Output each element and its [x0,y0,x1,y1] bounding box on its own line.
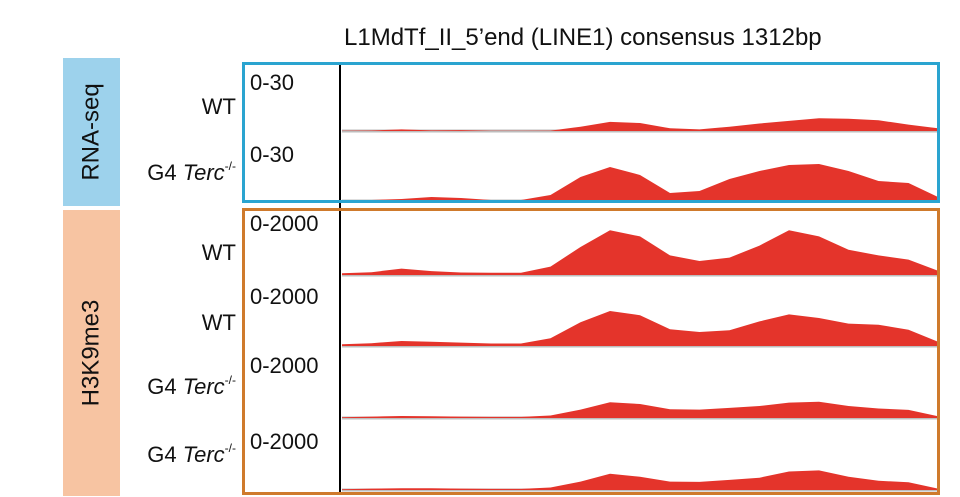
h3k9me3-frame [242,208,940,495]
genotype-text: WT [201,240,236,265]
track-range-label: 0-30 [250,142,295,167]
gene-italic: Terc [182,160,225,185]
track-range-label: 0-2000 [250,211,319,236]
rna-seq-group-label: RNA-seq [63,58,120,206]
genotype-text: G4 [147,442,177,467]
track-range-label: 0-2000 [250,429,319,454]
track-label: WT [202,240,236,266]
gene-italic: Terc [182,374,225,399]
track-label: WT [202,310,236,336]
track-range-label: 0-2000 [250,284,319,309]
genotype-text: G4 [147,374,177,399]
signal-area-track-1 [342,118,938,131]
track-label: G4 Terc-/- [147,372,236,400]
h3k9me3-group-label: H3K9me3 [63,210,120,496]
track-label: G4 Terc-/- [147,440,236,468]
signal-area-track-2 [342,164,938,201]
genotype-text: WT [201,310,236,335]
track-range-label: 0-30 [250,70,295,95]
track-range-label: 0-2000 [250,353,319,378]
signal-area-track-3 [342,230,938,275]
signal-area-track-6 [342,470,938,490]
track-label: WT [202,94,236,120]
track-label: G4 Terc-/- [147,158,236,186]
genotype-text: G4 [147,160,177,185]
rna-seq-frame [242,62,940,203]
signal-area-track-4 [342,311,938,346]
signal-area-track-5 [342,401,938,418]
gene-italic: Terc [182,442,225,467]
genotype-text: WT [201,94,236,119]
chart-title: L1MdTf_II_5’end (LINE1) consensus 1312bp [344,24,822,51]
genotype-superscript: -/- [224,158,236,173]
genotype-superscript: -/- [224,372,236,387]
genotype-superscript: -/- [224,440,236,455]
